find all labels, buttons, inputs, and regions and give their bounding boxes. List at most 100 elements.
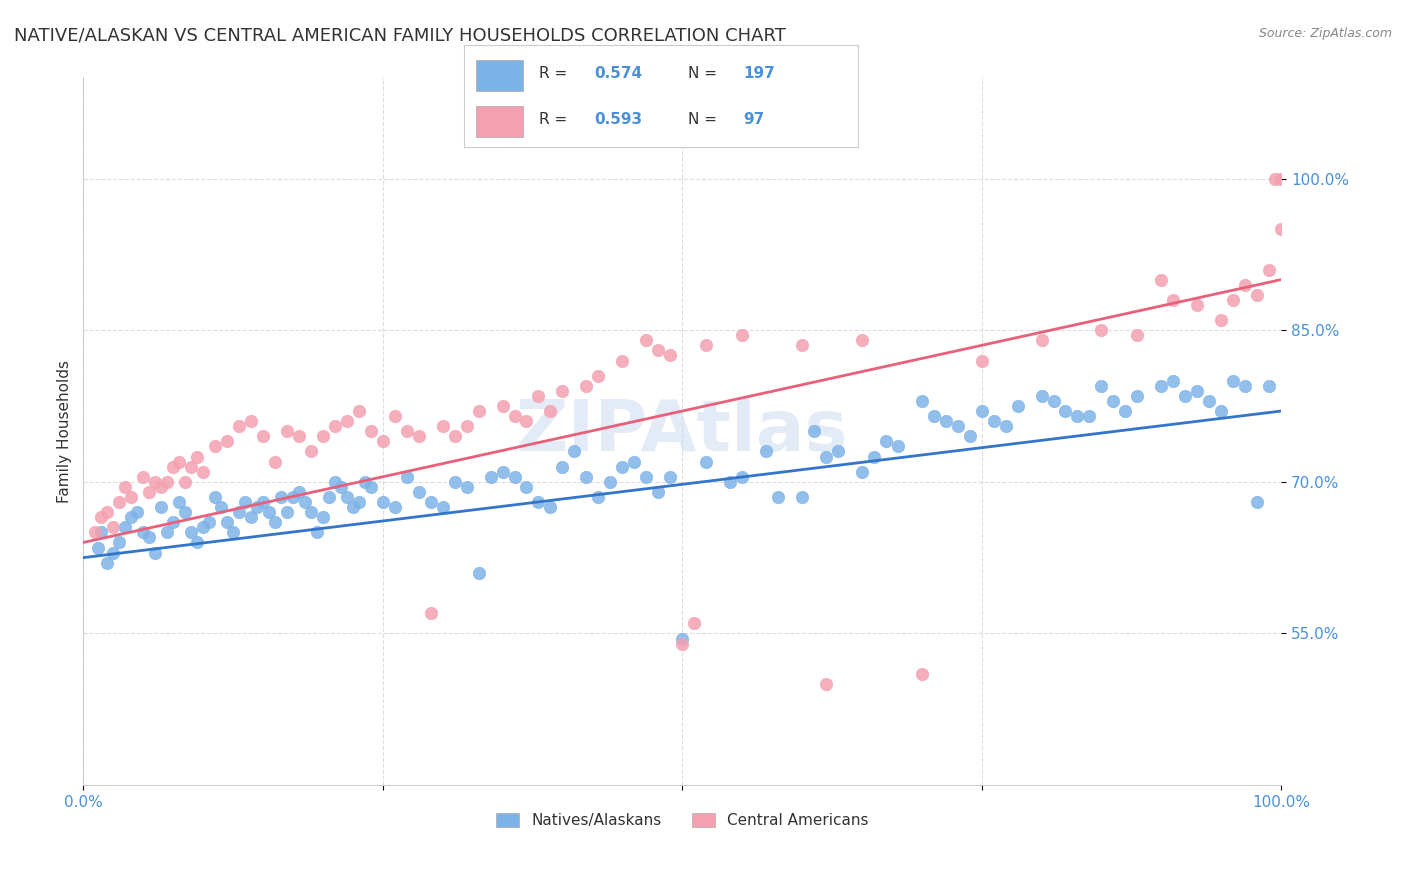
Point [575, 469, 598, 483]
Y-axis label: Family Households: Family Households [58, 359, 72, 503]
Point [167, 495, 190, 509]
Point [371, 434, 394, 449]
Point [1246, 495, 1268, 509]
Point [503, 409, 526, 423]
Point [683, 616, 706, 631]
Point [1150, 378, 1173, 392]
Point [994, 419, 1017, 434]
Point [588, 368, 610, 383]
Point [132, 469, 155, 483]
Point [150, 500, 173, 514]
Point [790, 490, 813, 504]
Point [347, 404, 370, 418]
Point [252, 429, 274, 443]
Point [114, 520, 136, 534]
Point [636, 333, 658, 347]
Point [156, 525, 179, 540]
Point [360, 480, 382, 494]
Point [270, 490, 292, 504]
Point [174, 475, 197, 489]
Point [1007, 399, 1029, 413]
Point [180, 459, 202, 474]
Text: N =: N = [689, 112, 723, 127]
Point [803, 424, 825, 438]
Point [1187, 298, 1209, 312]
Point [408, 429, 430, 443]
Point [467, 566, 489, 580]
Point [204, 490, 226, 504]
Point [443, 475, 465, 489]
Point [479, 469, 502, 483]
Point [1258, 378, 1281, 392]
Point [215, 434, 238, 449]
Point [755, 444, 778, 458]
Point [636, 469, 658, 483]
Point [432, 419, 454, 434]
Point [623, 454, 645, 468]
Point [1161, 293, 1184, 307]
Point [1114, 404, 1136, 418]
Point [1078, 409, 1101, 423]
Point [1042, 393, 1064, 408]
Point [174, 505, 197, 519]
Point [1187, 384, 1209, 398]
Point [162, 459, 184, 474]
Point [814, 677, 837, 691]
Point [336, 490, 359, 504]
Point [1222, 293, 1244, 307]
Point [180, 525, 202, 540]
Point [395, 469, 418, 483]
Text: R =: R = [538, 112, 572, 127]
Point [612, 353, 634, 368]
Point [515, 480, 537, 494]
Point [1211, 404, 1233, 418]
Point [527, 495, 550, 509]
Point [659, 469, 682, 483]
Point [1270, 222, 1292, 236]
Point [156, 475, 179, 489]
Point [443, 429, 465, 443]
Point [538, 500, 561, 514]
Point [103, 520, 125, 534]
Point [240, 414, 263, 428]
Point [228, 419, 250, 434]
Point [384, 500, 406, 514]
Point [233, 495, 256, 509]
Point [312, 429, 335, 443]
Point [731, 328, 754, 343]
Point [1126, 389, 1149, 403]
Point [143, 545, 166, 559]
Point [257, 505, 280, 519]
Point [718, 475, 741, 489]
Point [384, 409, 406, 423]
Point [114, 480, 136, 494]
Point [1031, 333, 1053, 347]
Point [288, 429, 311, 443]
Point [371, 495, 394, 509]
Point [150, 480, 173, 494]
Point [1198, 393, 1220, 408]
Point [695, 338, 717, 352]
Point [467, 404, 489, 418]
Point [120, 490, 142, 504]
Point [863, 450, 886, 464]
Text: 97: 97 [744, 112, 765, 127]
Point [970, 404, 993, 418]
Point [887, 439, 910, 453]
Point [186, 535, 208, 549]
Point [191, 465, 214, 479]
Point [1258, 262, 1281, 277]
Point [143, 475, 166, 489]
Point [538, 404, 561, 418]
Point [103, 545, 125, 559]
Point [875, 434, 897, 449]
Point [347, 495, 370, 509]
Point [695, 454, 717, 468]
Point [527, 389, 550, 403]
Point [1066, 409, 1088, 423]
Point [120, 510, 142, 524]
Point [827, 444, 849, 458]
Point [204, 439, 226, 453]
Point [1054, 404, 1077, 418]
Point [419, 606, 441, 620]
